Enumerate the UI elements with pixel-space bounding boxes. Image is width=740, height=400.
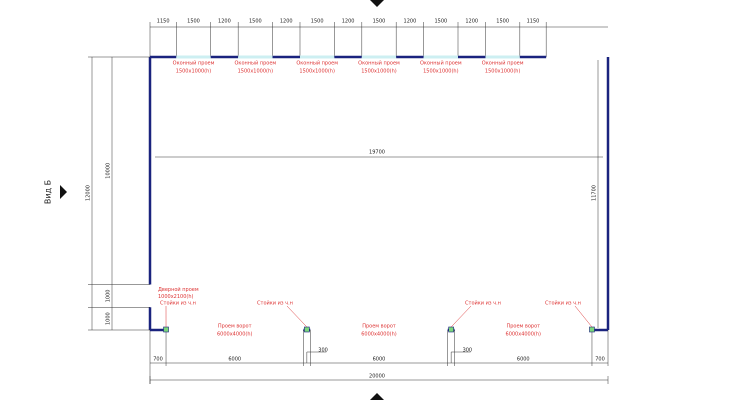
view-arrow: [60, 185, 67, 199]
leader-line: [574, 305, 593, 328]
leader-line: [450, 305, 472, 328]
window-size: 1500х1000(h): [485, 69, 521, 75]
dimension-text: 10000: [106, 163, 112, 179]
window: [238, 55, 273, 59]
dimension-text: 1500: [434, 19, 447, 25]
window: [299, 55, 335, 59]
dimension-text: 1150: [527, 19, 540, 25]
dimension-text: 12000: [86, 185, 92, 201]
post-label: Стойки из ч.н: [160, 300, 196, 307]
window-label: Оконный проем: [234, 60, 276, 67]
window-label: Оконный проем: [173, 60, 215, 67]
dimension-text: 700: [595, 357, 605, 363]
window-label: Оконный проем: [358, 60, 400, 67]
dimension-text: 20000: [369, 374, 385, 380]
dimension-text: 1200: [280, 19, 293, 25]
post: [163, 326, 169, 333]
window-size: 1500х1000(h): [176, 69, 212, 75]
dimension-text: 1500: [311, 19, 324, 25]
dimension-text: 1500: [187, 19, 200, 25]
view-arrow: [370, 0, 384, 7]
post-label: Стойки из ч.н: [545, 300, 581, 307]
window: [361, 55, 397, 59]
post-label: Стойки из ч.н: [465, 300, 501, 307]
leader-line: [286, 305, 308, 328]
post: [448, 326, 454, 333]
gate-label: Проем ворот: [506, 324, 540, 330]
gate-label: Проем ворот: [218, 324, 252, 330]
dimension-text: 1500: [496, 19, 509, 25]
dimension-text: 1500: [373, 19, 386, 25]
gate-size: 6000х4000(h): [361, 332, 397, 338]
dimension-text: 19700: [369, 150, 385, 156]
post: [589, 326, 595, 333]
gate-size: 6000х4000(h): [506, 332, 542, 338]
dimension-text: 11700: [592, 185, 598, 201]
window-size: 1500х1000(h): [238, 69, 274, 75]
dimension-text: 1200: [404, 19, 417, 25]
window-size: 1500х1000(h): [361, 69, 397, 75]
dimension-text: 1000: [106, 312, 112, 325]
dimension-text: 300: [318, 348, 328, 354]
door-size: 1000х2100(h): [158, 294, 194, 300]
dimension-text: 1200: [342, 19, 355, 25]
view-arrow: [370, 393, 384, 400]
dimension-text: 1500: [249, 19, 262, 25]
window-size: 1500х1000(h): [299, 69, 335, 75]
dimension-text: 1150: [157, 19, 170, 25]
view-label: Вид Б: [44, 180, 53, 204]
dimension-text: 300: [463, 348, 473, 354]
door-label: Дверной проем: [158, 286, 199, 293]
window: [423, 55, 459, 59]
dimension-text: 6000: [228, 357, 241, 363]
gate-size: 6000х4000(h): [217, 332, 253, 338]
dimension-text: 6000: [373, 357, 386, 363]
dimension-text: 1200: [465, 19, 478, 25]
window-label: Оконный проем: [420, 60, 462, 67]
window-label: Оконный проем: [296, 60, 338, 67]
window: [485, 55, 520, 59]
dimension-text: 6000: [517, 357, 530, 363]
window-size: 1500х1000(h): [423, 69, 459, 75]
dimension-text: 700: [153, 357, 163, 363]
post-label: Стойки из ч.н: [257, 300, 293, 307]
dimension-text: 1200: [218, 19, 231, 25]
post: [304, 326, 310, 333]
dimension-text: 1000: [106, 290, 112, 303]
window-label: Оконный проем: [482, 60, 524, 67]
window: [176, 55, 211, 59]
gate-label: Проем ворот: [362, 324, 396, 330]
